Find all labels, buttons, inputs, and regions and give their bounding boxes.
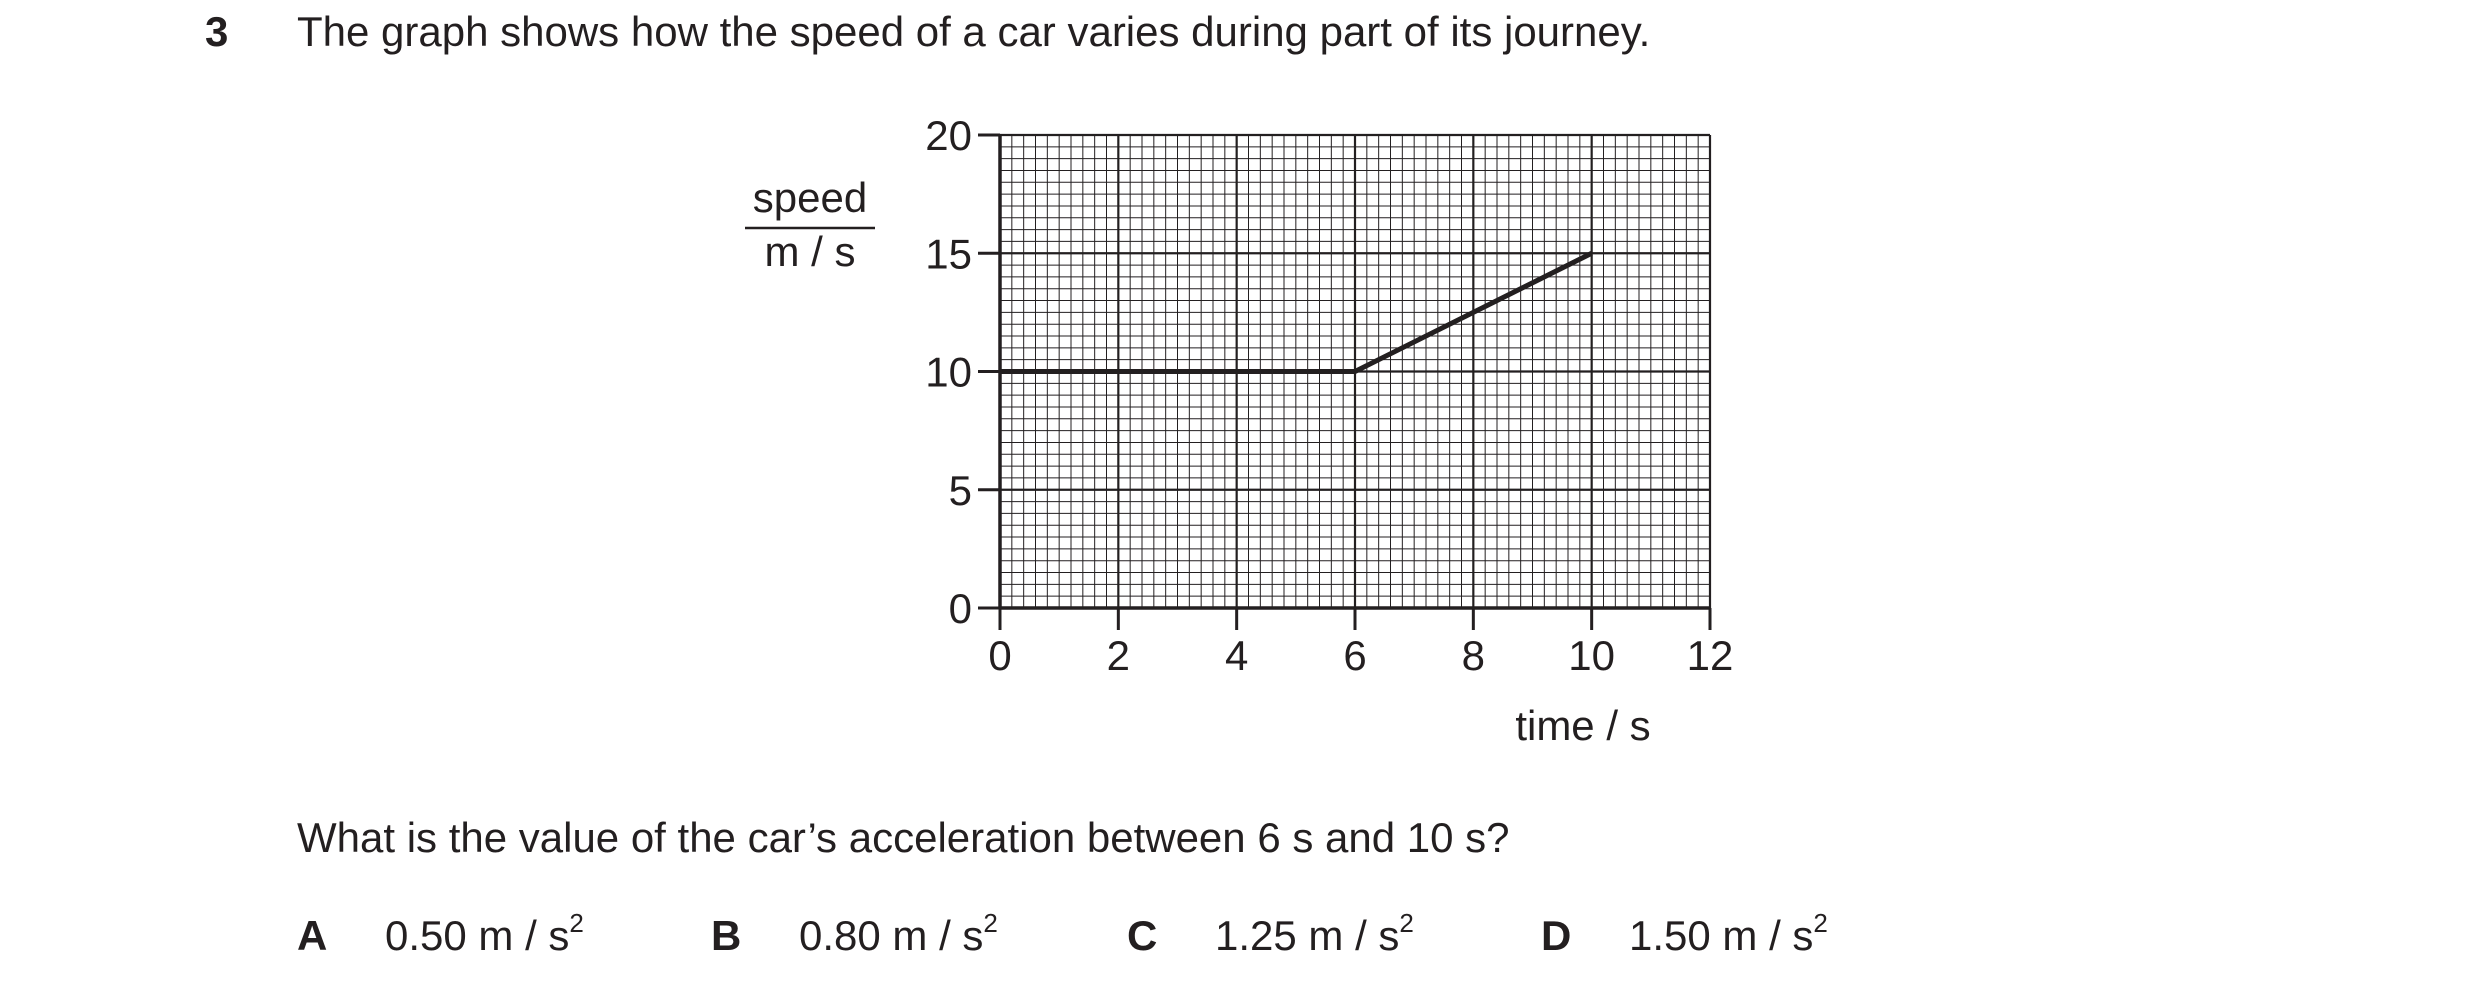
x-tick-label: 6 — [1343, 632, 1366, 679]
y-axis-label-speed: speed — [753, 174, 867, 221]
y-axis-label-unit: m / s — [765, 228, 856, 275]
x-tick-label: 10 — [1568, 632, 1615, 679]
option-letter: B — [711, 912, 742, 959]
tick-labels: 0 5 10 15 20 0 2 4 6 8 10 12 — [925, 112, 1733, 679]
y-tick-label: 5 — [949, 467, 972, 514]
option-value: 0.50 m / s2 — [385, 908, 584, 959]
option-value: 1.50 m / s2 — [1629, 908, 1828, 959]
y-tick-label: 20 — [925, 112, 972, 159]
x-tick-label: 12 — [1687, 632, 1734, 679]
option-value: 0.80 m / s2 — [799, 908, 998, 959]
y-tick-label: 10 — [925, 349, 972, 396]
option-a[interactable]: A 0.50 m / s2 — [297, 910, 584, 962]
x-tick-label: 2 — [1107, 632, 1130, 679]
option-letter: A — [297, 912, 328, 959]
y-tick-label: 0 — [949, 585, 972, 632]
axis-labels: speed m / s time / s — [745, 174, 1651, 749]
question-number: 3 — [205, 8, 229, 55]
option-letter: D — [1541, 912, 1572, 959]
option-c[interactable]: C 1.25 m / s2 — [1127, 910, 1414, 962]
x-tick-label: 4 — [1225, 632, 1248, 679]
y-tick-label: 15 — [925, 230, 972, 277]
speed-line — [1000, 251, 1593, 374]
option-value: 1.25 m / s2 — [1215, 908, 1414, 959]
x-axis-label: time / s — [1515, 702, 1650, 749]
data-series — [1000, 251, 1593, 374]
option-b[interactable]: B 0.80 m / s2 — [711, 910, 998, 962]
x-tick-label: 8 — [1462, 632, 1485, 679]
question-stem: The graph shows how the speed of a car v… — [297, 8, 1651, 55]
option-d[interactable]: D 1.50 m / s2 — [1541, 910, 1828, 962]
question-prompt: What is the value of the car’s accelerat… — [297, 814, 1510, 861]
option-letter: C — [1127, 912, 1158, 959]
axis-ticks — [978, 133, 1712, 630]
x-tick-label: 0 — [988, 632, 1011, 679]
